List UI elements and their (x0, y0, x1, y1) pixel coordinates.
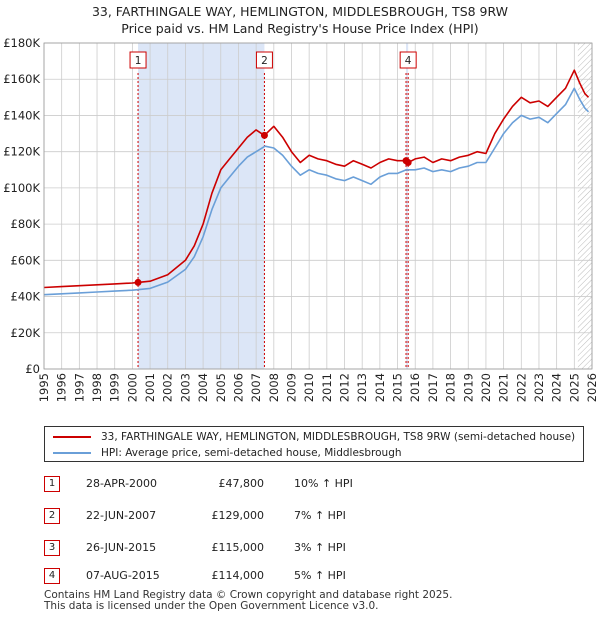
plot-border (43, 42, 593, 370)
y-tick-label: £140K (3, 108, 40, 122)
row-date: 26-JUN-2015 (86, 541, 157, 554)
row-hpi: 7% ↑ HPI (294, 509, 346, 522)
hatched-range (577, 43, 592, 369)
footer: Contains HM Land Registry data © Crown c… (44, 590, 452, 612)
x-tick-label: 2011 (320, 373, 334, 402)
x-tick-label: 2022 (514, 373, 528, 402)
footer-licence: This data is licensed under the Open Gov… (44, 600, 379, 612)
row-price: £129,000 (211, 509, 265, 522)
x-tick-label: 2026 (585, 373, 599, 402)
plot-area (44, 43, 592, 369)
sale-point (260, 131, 268, 139)
x-tick-label: 2017 (426, 373, 440, 402)
x-tick-label: 1996 (55, 373, 69, 402)
row-date: 07-AUG-2015 (86, 569, 160, 582)
row-date: 28-APR-2000 (86, 477, 158, 490)
x-tick-label: 2020 (479, 373, 493, 402)
y-tick-label: £60K (11, 253, 41, 267)
row-hpi: 5% ↑ HPI (294, 569, 346, 582)
row-hpi: 10% ↑ HPI (294, 477, 353, 490)
row-badge: 4 (44, 568, 60, 584)
x-tick-label: 1999 (108, 373, 122, 402)
x-tick-label: 2023 (532, 373, 546, 402)
sale-badge (129, 51, 147, 69)
x-tick-label: 2008 (267, 373, 281, 402)
x-tick-label: 2019 (461, 373, 475, 402)
table-row: 4 07-AUG-2015 £114,000 5% ↑ HPI (44, 568, 444, 584)
x-tick-label: 2021 (497, 373, 511, 402)
y-tick-label: £80K (11, 217, 41, 231)
y-tick-label: £20K (11, 326, 41, 340)
x-tick-label: 2006 (231, 373, 245, 402)
x-tick-label: 2001 (143, 373, 157, 402)
table-row: 3 26-JUN-2015 £115,000 3% ↑ HPI (44, 540, 444, 556)
legend-item-hpi: HPI: Average price, semi-detached house,… (53, 445, 402, 461)
x-tick-label: 2015 (391, 373, 405, 402)
y-tick-label: £100K (3, 181, 40, 195)
row-price: £47,800 (218, 477, 265, 490)
row-price: £114,000 (211, 569, 265, 582)
title-subtitle: Price paid vs. HM Land Registry's House … (121, 21, 479, 36)
legend-label-property: 33, FARTHINGALE WAY, HEMLINGTON, MIDDLES… (101, 431, 576, 443)
x-tick-label: 2012 (338, 373, 352, 402)
sale-badge-label: 2 (261, 55, 268, 67)
y-tick-label: £120K (3, 145, 40, 159)
chart-title: 33, FARTHINGALE WAY, HEMLINGTON, MIDDLES… (0, 3, 600, 37)
x-tick-label: 1997 (72, 373, 86, 402)
legend-swatch-hpi (53, 452, 91, 454)
x-tick-label: 2013 (355, 373, 369, 402)
shaded-range (138, 43, 265, 369)
sale-point (404, 159, 412, 167)
price-chart: £0 £20K £40K £60K £80K £100K £120K £140K £160K £1… (3, 36, 599, 402)
y-tick-label: £0 (25, 362, 40, 376)
y-tick-label: £40K (11, 290, 41, 304)
row-hpi: 3% ↑ HPI (294, 541, 346, 554)
sale-point (134, 278, 142, 286)
x-tick-label: 2003 (178, 373, 192, 402)
title-address: 33, FARTHINGALE WAY, HEMLINGTON, MIDDLES… (91, 4, 509, 19)
shaded-range (406, 43, 409, 369)
hpi-line (43, 87, 590, 296)
x-tick-label: 2025 (567, 373, 581, 402)
table-row: 2 22-JUN-2007 £129,000 7% ↑ HPI (44, 508, 444, 524)
sale-badge (255, 51, 273, 69)
y-tick-label: £160K (3, 72, 40, 86)
x-tick-label: 1998 (90, 373, 104, 402)
row-date: 22-JUN-2007 (86, 509, 157, 522)
x-tick-label: 2007 (249, 373, 263, 402)
x-tick-label: 2024 (550, 373, 564, 402)
property-price-line (43, 69, 590, 289)
legend-swatch-property (53, 436, 91, 438)
x-tick-label: 2009 (284, 373, 298, 402)
x-tick-label: 2004 (196, 373, 210, 402)
x-tick-label: 2002 (161, 373, 175, 402)
x-tick-label: 2000 (125, 373, 139, 402)
y-tick-label: £180K (3, 36, 40, 50)
x-tick-label: 2016 (408, 373, 422, 402)
sale-badge (399, 51, 417, 69)
footer-copyright: Contains HM Land Registry data © Crown c… (44, 589, 453, 601)
legend-label-hpi: HPI: Average price, semi-detached house,… (101, 447, 402, 459)
row-badge: 1 (44, 476, 60, 492)
x-tick-label: 1995 (37, 373, 51, 402)
row-badge: 3 (44, 540, 60, 556)
sale-badge-label: 1 (135, 55, 142, 67)
sale-badge-label: 4 (405, 55, 412, 67)
x-tick-label: 2018 (444, 373, 458, 402)
legend-item-property: 33, FARTHINGALE WAY, HEMLINGTON, MIDDLES… (53, 429, 575, 445)
table-row: 1 28-APR-2000 £47,800 10% ↑ HPI (44, 476, 444, 492)
x-tick-label: 2005 (214, 373, 228, 402)
legend: 33, FARTHINGALE WAY, HEMLINGTON, MIDDLES… (44, 426, 584, 462)
row-price: £115,000 (211, 541, 265, 554)
row-badge: 2 (44, 508, 60, 524)
x-tick-label: 2010 (302, 373, 316, 402)
x-tick-label: 2014 (373, 373, 387, 402)
